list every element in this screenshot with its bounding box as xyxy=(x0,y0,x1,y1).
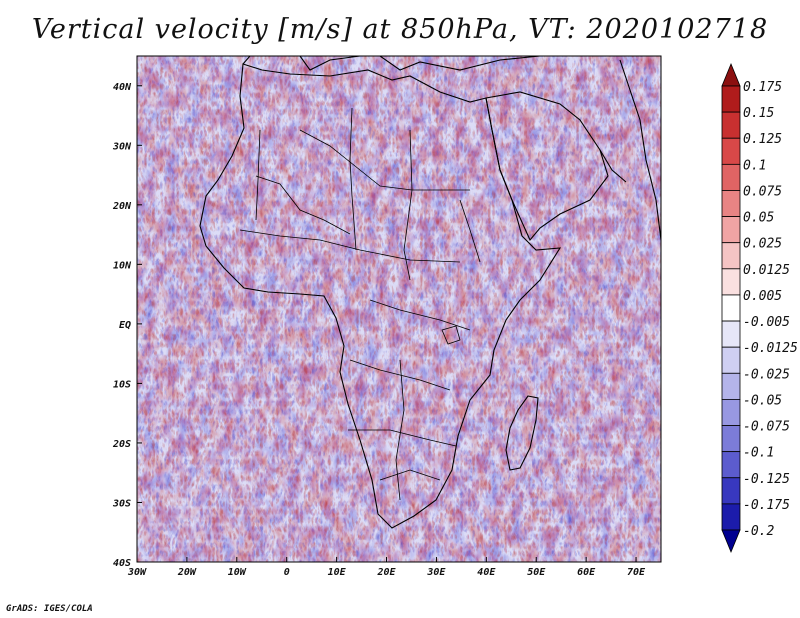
y-tick-label: 20N xyxy=(112,201,132,212)
colorbar-swatch xyxy=(721,425,741,453)
coastlines-and-borders xyxy=(199,56,661,529)
colorbar-label: -0.0125 xyxy=(743,341,798,356)
colorbar-swatch xyxy=(721,451,741,479)
map-title: Vertical velocity [m/s] at 850hPa, VT: 2… xyxy=(31,14,769,45)
colorbar-label: -0.125 xyxy=(743,472,790,487)
colorbar-label: 0.15 xyxy=(743,106,774,121)
y-axis-ticks: 40N 30N 20N 10N EQ 10S 20S 30S 40S xyxy=(112,82,142,569)
colorbar-label: -0.075 xyxy=(743,420,790,435)
x-tick-label: 10E xyxy=(328,567,347,578)
colorbar-label: 0.0125 xyxy=(743,263,790,278)
colorbar-label: -0.1 xyxy=(743,446,774,461)
colorbar-swatch xyxy=(721,216,741,244)
y-tick-label: 10S xyxy=(113,379,131,390)
x-axis-ticks: 30W 20W 10W 0 10E 20E 30E 40E 50E 60E 70E xyxy=(127,557,646,578)
colorbar-label: -0.05 xyxy=(743,393,782,408)
colorbar-label: 0.05 xyxy=(743,211,774,226)
plot-frame xyxy=(136,55,662,563)
colorbar-swatch xyxy=(721,294,741,322)
colorbar-swatch xyxy=(721,163,741,191)
colorbar-swatch xyxy=(721,503,741,531)
x-tick-label: 0 xyxy=(284,567,290,578)
colorbar-swatch xyxy=(721,111,741,139)
x-tick-label: 30W xyxy=(127,567,147,578)
colorbar-label: 0.075 xyxy=(743,184,782,199)
colorbar-label: 0.125 xyxy=(743,132,782,147)
y-tick-label: 30N xyxy=(112,141,132,152)
colorbar-swatch xyxy=(721,372,741,400)
y-tick-label: 40S xyxy=(113,558,131,569)
colorbar-swatch xyxy=(721,529,741,554)
y-tick-label: 10N xyxy=(113,260,132,271)
y-tick-label: 40N xyxy=(113,82,132,93)
colorbar-swatch xyxy=(721,62,741,87)
x-tick-label: 10W xyxy=(228,567,247,578)
colorbar-label: 0.1 xyxy=(743,158,766,173)
x-tick-label: 50E xyxy=(527,567,546,578)
colorbar-label: 0.175 xyxy=(743,80,782,95)
colorbar-label: -0.175 xyxy=(743,498,790,513)
y-tick-label: 30S xyxy=(112,498,131,509)
colorbar-label: -0.2 xyxy=(743,524,774,539)
colorbar-swatch xyxy=(721,85,741,113)
y-tick-label: EQ xyxy=(119,320,131,331)
x-tick-label: 70E xyxy=(627,567,646,578)
colorbar-label: -0.025 xyxy=(743,367,790,382)
colorbar-swatch xyxy=(721,320,741,348)
colorbar-swatch xyxy=(721,268,741,296)
colorbar-swatch xyxy=(721,190,741,217)
colorbar-swatch xyxy=(721,242,741,270)
x-tick-label: 30E xyxy=(426,567,446,578)
x-tick-label: 40E xyxy=(477,567,496,578)
x-tick-label: 20W xyxy=(177,567,197,578)
colorbar-swatch xyxy=(721,346,741,374)
colorbar-label: 0.005 xyxy=(743,289,782,304)
colorbar-swatch xyxy=(721,399,741,426)
y-tick-label: 20S xyxy=(112,439,131,450)
colorbar-label: 0.025 xyxy=(743,237,782,252)
colorbar-swatch xyxy=(721,477,741,505)
velocity-field xyxy=(137,56,661,562)
x-tick-label: 20E xyxy=(376,567,396,578)
x-tick-label: 60E xyxy=(577,567,596,578)
colorbar: 0.175 0.15 0.125 0.1 0.075 0.05 0.025 0.0125 0.0… xyxy=(721,62,798,554)
colorbar-label: -0.005 xyxy=(743,315,790,330)
colorbar-swatch xyxy=(721,137,741,165)
footer-credit: GrADS: IGES/COLA xyxy=(6,604,93,614)
